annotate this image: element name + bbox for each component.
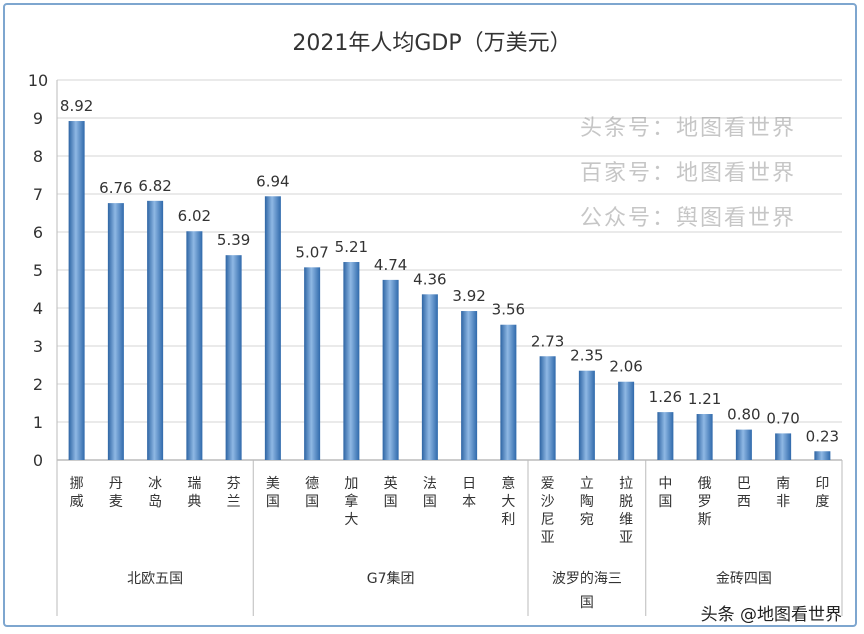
data-label: 0.80	[727, 406, 760, 424]
bar	[382, 279, 399, 460]
bar	[578, 370, 595, 460]
data-label: 2.06	[609, 358, 642, 376]
bar	[539, 356, 556, 460]
data-label: 4.36	[413, 270, 446, 288]
chart-title: 2021年人均GDP（万美元）	[292, 31, 571, 56]
data-label: 5.07	[295, 243, 328, 261]
y-tick-label: 6	[33, 223, 43, 242]
bar	[775, 433, 792, 460]
data-label: 0.23	[806, 427, 839, 445]
y-tick-label: 2	[33, 375, 43, 394]
bar	[147, 200, 164, 460]
y-tick-label: 3	[33, 337, 43, 356]
bar	[657, 412, 674, 460]
group-label: G7集团	[367, 570, 415, 587]
data-label: 5.39	[217, 231, 250, 249]
x-tick-label: 挪威	[70, 476, 84, 510]
x-tick-label: 拉脱维亚	[619, 476, 633, 546]
data-label: 2.35	[570, 347, 603, 365]
group-label: 金砖四国	[716, 571, 772, 587]
y-tick-label: 0	[33, 451, 43, 470]
chart-frame	[3, 3, 857, 627]
bar	[421, 294, 438, 460]
y-tick-label: 5	[33, 261, 43, 280]
bar	[461, 311, 478, 460]
data-label: 8.92	[60, 97, 93, 115]
x-tick-label: 德国	[305, 476, 319, 510]
data-label: 3.56	[492, 301, 525, 319]
x-tick-label: 爱沙尼亚	[541, 476, 555, 546]
bar	[186, 231, 203, 460]
credit-text: 头条 @地图看世界	[701, 605, 842, 625]
data-label: 1.26	[649, 388, 682, 406]
watermark: 百家号：地图看世界	[580, 161, 796, 186]
bar	[696, 414, 713, 460]
y-tick-label: 8	[33, 147, 43, 166]
x-tick-label: 南非	[776, 476, 790, 510]
data-label: 5.21	[335, 238, 368, 256]
data-label: 6.02	[178, 207, 211, 225]
y-tick-label: 10	[28, 71, 48, 90]
x-tick-label: 芬兰	[227, 476, 241, 510]
bar	[304, 267, 321, 460]
x-tick-label: 印度	[815, 476, 829, 510]
data-label: 3.92	[452, 287, 485, 305]
data-label: 2.73	[531, 332, 564, 350]
y-tick-label: 1	[33, 413, 43, 432]
x-tick-label: 俄罗斯	[698, 476, 712, 528]
x-tick-label: 瑞典	[187, 476, 201, 510]
bar	[814, 451, 831, 460]
watermark: 头条号：地图看世界	[580, 116, 796, 141]
x-tick-label: 丹麦	[109, 476, 123, 510]
data-label: 6.76	[99, 179, 132, 197]
bar	[264, 196, 281, 460]
bar	[735, 429, 752, 460]
bar	[500, 324, 517, 460]
x-tick-label: 加拿大	[344, 476, 358, 528]
data-label: 6.82	[138, 177, 171, 195]
bar	[68, 121, 85, 460]
bar	[107, 203, 124, 460]
group-label: 波罗的海三国	[552, 571, 622, 611]
data-label: 0.70	[766, 409, 799, 427]
y-tick-label: 7	[33, 185, 43, 204]
bar	[343, 262, 360, 460]
x-tick-label: 英国	[384, 475, 398, 510]
x-tick-label: 冰岛	[148, 476, 162, 510]
x-tick-label: 法国	[423, 476, 437, 510]
data-label: 4.74	[374, 256, 407, 274]
x-tick-label: 意大利	[501, 475, 515, 528]
x-tick-label: 美国	[266, 476, 280, 510]
x-tick-label: 日本	[462, 476, 476, 510]
watermark: 公众号：舆图看世界	[580, 206, 796, 231]
y-tick-label: 9	[33, 109, 43, 128]
data-label: 6.94	[256, 172, 289, 190]
bar	[225, 255, 242, 460]
bar	[618, 381, 635, 460]
data-label: 1.21	[688, 390, 721, 408]
group-label: 北欧五国	[127, 571, 183, 587]
x-tick-label: 巴西	[737, 476, 751, 510]
x-tick-label: 中国	[658, 476, 672, 510]
y-tick-label: 4	[33, 299, 43, 318]
x-tick-label: 立陶宛	[580, 476, 594, 528]
